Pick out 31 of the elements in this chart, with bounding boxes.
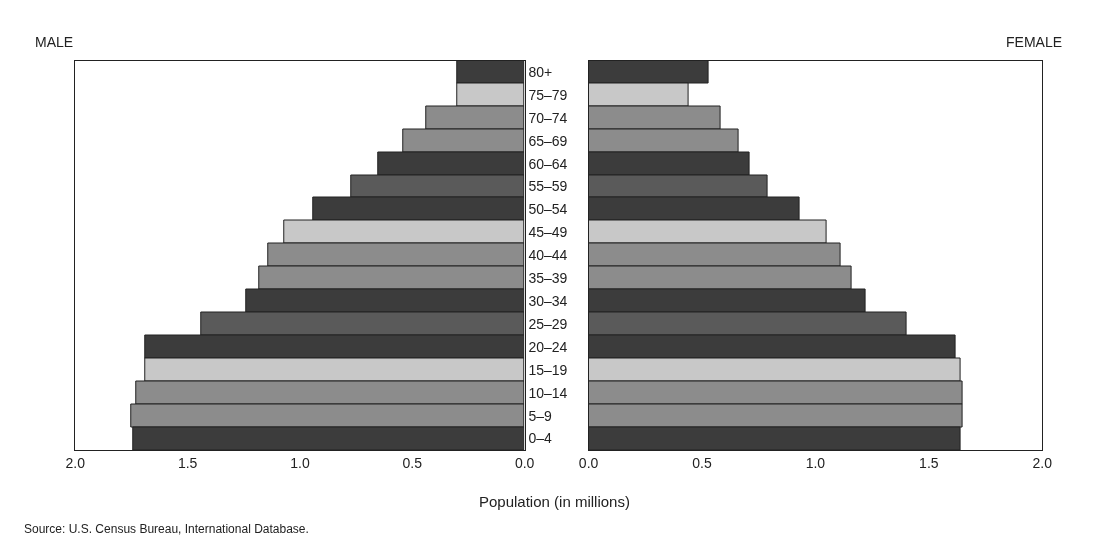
y-tick-label: 70–74 bbox=[528, 109, 568, 126]
y-tick-label: 65–69 bbox=[528, 132, 568, 149]
y-tick-label: 75–79 bbox=[528, 86, 568, 103]
y-tick-label: 20–24 bbox=[528, 338, 568, 355]
y-tick-label: 40–44 bbox=[528, 247, 568, 264]
y-tick-label: 10–14 bbox=[528, 384, 568, 401]
x-tick-label: 1.5 bbox=[919, 454, 939, 471]
x-tick-label: 0.5 bbox=[402, 454, 423, 471]
x-tick-label: 1.0 bbox=[805, 454, 826, 471]
x-tick-label: 0.5 bbox=[692, 454, 712, 471]
y-tick-label: 50–54 bbox=[528, 201, 568, 218]
y-tick-label: 45–49 bbox=[528, 224, 568, 241]
y-tick-label: 5–9 bbox=[528, 407, 553, 424]
y-tick-label: 15–19 bbox=[528, 361, 568, 378]
y-tick-label: 55–59 bbox=[528, 178, 568, 195]
x-axis-title: Population (in millions) bbox=[479, 493, 630, 510]
y-tick-label: 60–64 bbox=[528, 155, 568, 172]
x-tick-label: 1.0 bbox=[290, 454, 310, 471]
y-tick-label: 0–4 bbox=[528, 430, 553, 447]
x-tick-label: 0.0 bbox=[578, 454, 599, 471]
y-tick-label: 80+ bbox=[528, 63, 553, 80]
x-tick-label: 0.0 bbox=[514, 454, 535, 471]
y-tick-label: 25–29 bbox=[528, 315, 568, 332]
y-tick-label: 35–39 bbox=[528, 270, 568, 287]
source-note: Source: U.S. Census Bureau, International Database. bbox=[24, 522, 309, 536]
x-tick-label: 2.0 bbox=[65, 454, 86, 471]
chart-title: MALE bbox=[35, 34, 74, 50]
y-tick-label: 30–34 bbox=[528, 292, 568, 309]
x-tick-label: 2.0 bbox=[1032, 454, 1053, 471]
x-tick-label: 1.5 bbox=[177, 454, 198, 471]
chart-title: FEMALE bbox=[1006, 34, 1063, 50]
